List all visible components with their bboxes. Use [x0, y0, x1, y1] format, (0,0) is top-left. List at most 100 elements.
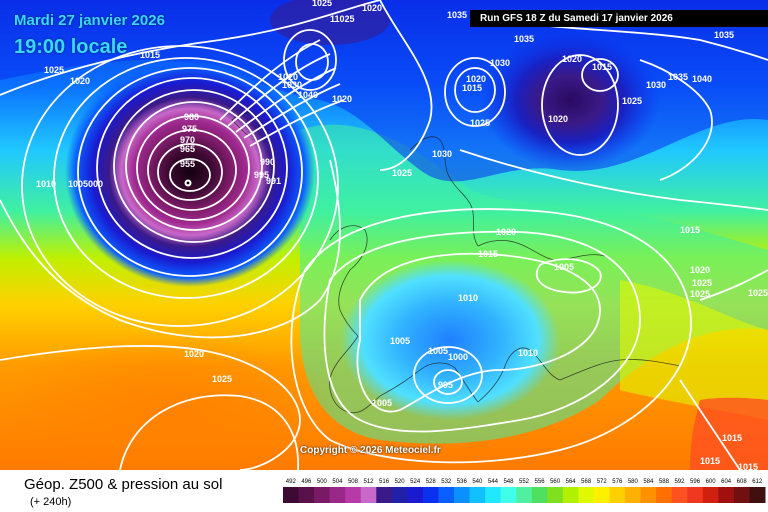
- isobar-label: 1020: [690, 265, 710, 275]
- scale-tick-label: 496: [301, 479, 312, 485]
- isobar-label: 1015: [700, 456, 720, 466]
- isobar-label: 1010: [518, 348, 538, 358]
- isobar-label: 995: [254, 170, 269, 180]
- color-scale-legend: 492 496 500 504 508 512 516 520 524 528 532 536 540 5…: [283, 479, 766, 503]
- isobar-label: 1005: [372, 398, 392, 408]
- z500-north-trough: [270, 0, 390, 45]
- isobar-label: 995: [438, 380, 453, 390]
- scale-tick-label: 584: [643, 479, 654, 485]
- scale-tick-label: 568: [581, 479, 592, 485]
- isobar-label: 1025: [622, 96, 642, 106]
- scale-swatch: [391, 487, 408, 503]
- isobar-line: [243, 83, 341, 139]
- isobar-label-layer: 1025 11025 1020 1035 1035 1035 1015 1025 1020 102…: [36, 0, 768, 470]
- isobar-label: 1005: [554, 262, 574, 272]
- isobar-line: [0, 159, 341, 339]
- scale-swatch: [640, 487, 657, 503]
- isobar-label: 1025: [692, 278, 712, 288]
- scale-swatch: [407, 487, 424, 503]
- forecast-lead-time: (+ 240h): [30, 496, 72, 508]
- isobar-ring: [444, 57, 506, 127]
- isobar-label: 1040: [692, 74, 712, 84]
- isobar-label: 1020: [548, 114, 568, 124]
- scale-tick-label: 512: [364, 479, 375, 485]
- coast-mediterranean: [379, 362, 479, 403]
- isobar-label: 1020: [278, 72, 298, 82]
- coast-iberia: [329, 335, 381, 414]
- scale-tick-label: 596: [690, 479, 701, 485]
- scale-swatch: [547, 487, 564, 503]
- isobar-label: 1015: [462, 83, 482, 93]
- coast-aegean: [559, 359, 681, 381]
- z500-yellow-zone: [620, 280, 768, 420]
- isobar-line: [0, 344, 301, 470]
- scale-swatch: [609, 487, 626, 503]
- isobar-line: [379, 0, 433, 171]
- isobar-label: 1015: [592, 62, 612, 72]
- coast-scandinavia: [409, 136, 479, 247]
- model-run-banner: Run GFS 18 Z du Samedi 17 janvier 2026: [470, 10, 768, 27]
- isobar-ring: [96, 77, 288, 259]
- scale-swatch: [718, 487, 735, 503]
- isobar-ring: [157, 143, 223, 201]
- scale-tick-label: 600: [706, 479, 717, 485]
- isobar-label: 1025: [690, 289, 710, 299]
- isobar-ring: [581, 58, 619, 92]
- isobar-label: 1015: [738, 462, 758, 470]
- isobar-ring: [113, 89, 275, 243]
- isobar-label: 1030: [432, 149, 452, 159]
- isobar-closed: [290, 208, 692, 464]
- copyright-text: Copyright © 2026 Meteociel.fr: [300, 445, 441, 456]
- isobar-label: 1025: [392, 168, 412, 178]
- isobar-line: [219, 39, 321, 121]
- isobar-label: 1025: [748, 288, 768, 298]
- forecast-date: Mardi 27 janvier 2026: [14, 12, 165, 29]
- isobar-label: 1030: [282, 80, 302, 90]
- scale-swatch: [671, 487, 688, 503]
- scale-tick-label: 544: [488, 479, 499, 485]
- scale-swatch: [749, 487, 766, 503]
- scale-tick-label: 592: [674, 479, 685, 485]
- isobar-label: 1015: [722, 433, 742, 443]
- isobar-closed: [323, 230, 641, 433]
- footer-bar: Géop. Z500 & pression au sol (+ 240h) 49…: [0, 470, 768, 512]
- isobar-line: [699, 269, 768, 301]
- scale-tick-label: 580: [628, 479, 639, 485]
- low-pressure-label: 965: [180, 144, 195, 154]
- isobar-ring: [147, 129, 237, 211]
- isobar-label: 1025: [312, 0, 332, 8]
- low-pressure-label: 980: [184, 112, 199, 122]
- isobar-label: 1035: [514, 34, 534, 44]
- isobar-label: 1020: [70, 76, 90, 86]
- scale-swatch: [329, 487, 346, 503]
- isobar-label: 990: [260, 157, 275, 167]
- isobar-closed: [356, 252, 601, 413]
- isobar-label: 1015: [478, 249, 498, 259]
- scale-tick-label: 532: [441, 479, 452, 485]
- low-center-dot: [186, 181, 190, 185]
- isobar-ring: [125, 101, 263, 231]
- z500-europe-low: [340, 260, 560, 420]
- isobar-label: 1030: [490, 58, 510, 68]
- isobar-line: [119, 394, 299, 470]
- scale-tick-label: 552: [519, 479, 530, 485]
- isobar-label: 1025: [212, 374, 232, 384]
- isobar-ring: [53, 57, 319, 299]
- scale-swatch: [516, 487, 533, 503]
- coast-italy-balkans: [477, 347, 561, 403]
- isobar-ring: [454, 67, 496, 113]
- map-title: Géop. Z500 & pression au sol: [24, 476, 223, 493]
- scale-tick-label: 508: [348, 479, 359, 485]
- isobar-label: 1035: [668, 72, 688, 82]
- scale-tick-label: 560: [550, 479, 561, 485]
- isobar-label: 1020: [466, 74, 486, 84]
- scale-swatches: [283, 487, 766, 503]
- isobar-label: 1035: [447, 10, 467, 20]
- isobar-ring: [535, 258, 602, 294]
- low-pressure-label: 970: [180, 135, 195, 145]
- isobar-label: 1015: [140, 50, 160, 60]
- scale-swatch: [283, 487, 300, 503]
- scale-swatch: [422, 487, 439, 503]
- isobar-ring: [413, 346, 483, 404]
